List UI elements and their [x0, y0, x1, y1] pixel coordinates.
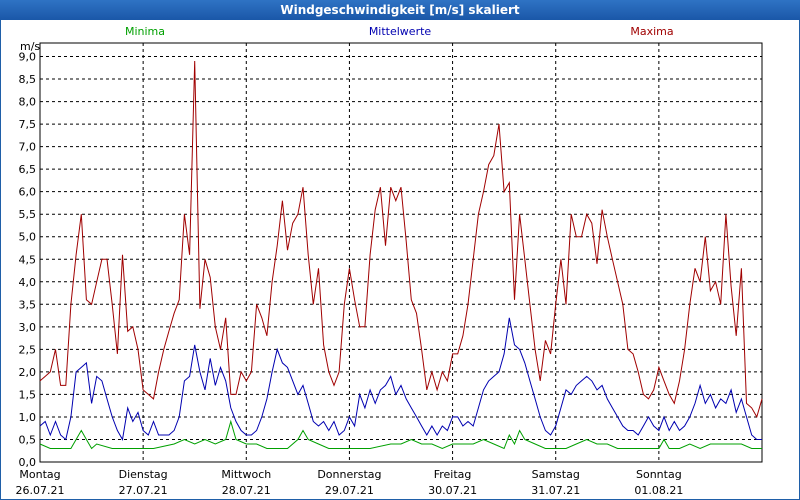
y-tick-label: 5,5	[19, 208, 37, 221]
y-tick-label: 2,5	[19, 343, 37, 356]
x-axis: Montag 26.07.21 Dienstag 27.07.21 Mittwoch 28…	[16, 468, 684, 497]
y-tick-label: 9,0	[19, 51, 37, 64]
y-tick-label: 7,5	[19, 118, 37, 131]
x-tick-day: Dienstag	[119, 468, 168, 481]
plot-area	[39, 42, 763, 463]
y-tick-label: 6,0	[19, 186, 37, 199]
x-tick-day: Freitag	[434, 468, 472, 481]
x-tick-date: 27.07.21	[119, 484, 168, 497]
x-tick-date: 28.07.21	[222, 484, 271, 497]
legend-mittelwerte: Mittelwerte	[368, 25, 432, 38]
y-tick-label: 8,0	[19, 96, 37, 109]
x-tick-date: 26.07.21	[16, 484, 65, 497]
x-tick-day: Montag	[19, 468, 60, 481]
legend-maxima: Maxima	[630, 25, 674, 38]
x-tick-date: 29.07.21	[325, 484, 374, 497]
x-tick-date: 31.07.21	[531, 484, 580, 497]
y-axis-label: m/s	[20, 40, 40, 53]
x-tick-day: Samstag	[532, 468, 580, 481]
x-tick-day: Sonntag	[636, 468, 682, 481]
y-tick-label: 4,0	[19, 276, 37, 289]
x-tick-day: Mittwoch	[221, 468, 271, 481]
chart-title: Windgeschwindigkeit [m/s] skaliert	[0, 0, 800, 20]
y-tick-label: 3,5	[19, 298, 37, 311]
y-tick-label: 4,5	[19, 253, 37, 266]
series-lines	[39, 60, 763, 450]
y-tick-label: 6,5	[19, 163, 37, 176]
series-line-minima	[39, 419, 762, 450]
x-tick-day: Donnerstag	[317, 468, 381, 481]
y-tick-label: 1,5	[19, 388, 37, 401]
y-tick-label: 3,0	[19, 321, 37, 334]
y-axis: 0,0 0,5 1,0 1,5 2,0 2,5 3,0 3,5 4,0 4,5 5,0 5,5 6,0 6…	[19, 51, 37, 469]
grid-lines	[40, 43, 762, 462]
series-line-maxima	[39, 60, 763, 419]
y-tick-label: 5,0	[19, 231, 37, 244]
y-tick-label: 0,5	[19, 433, 37, 446]
legend-minima: Minima	[124, 25, 166, 38]
y-tick-label: 0,0	[19, 456, 37, 469]
x-tick-date: 30.07.21	[428, 484, 477, 497]
y-tick-label: 7,0	[19, 141, 37, 154]
y-tick-label: 2,0	[19, 366, 37, 379]
series-line-mittelwerte	[39, 317, 762, 441]
y-tick-label: 8,5	[19, 73, 37, 86]
x-tick-date: 01.08.21	[634, 484, 683, 497]
y-tick-label: 1,0	[19, 411, 37, 424]
